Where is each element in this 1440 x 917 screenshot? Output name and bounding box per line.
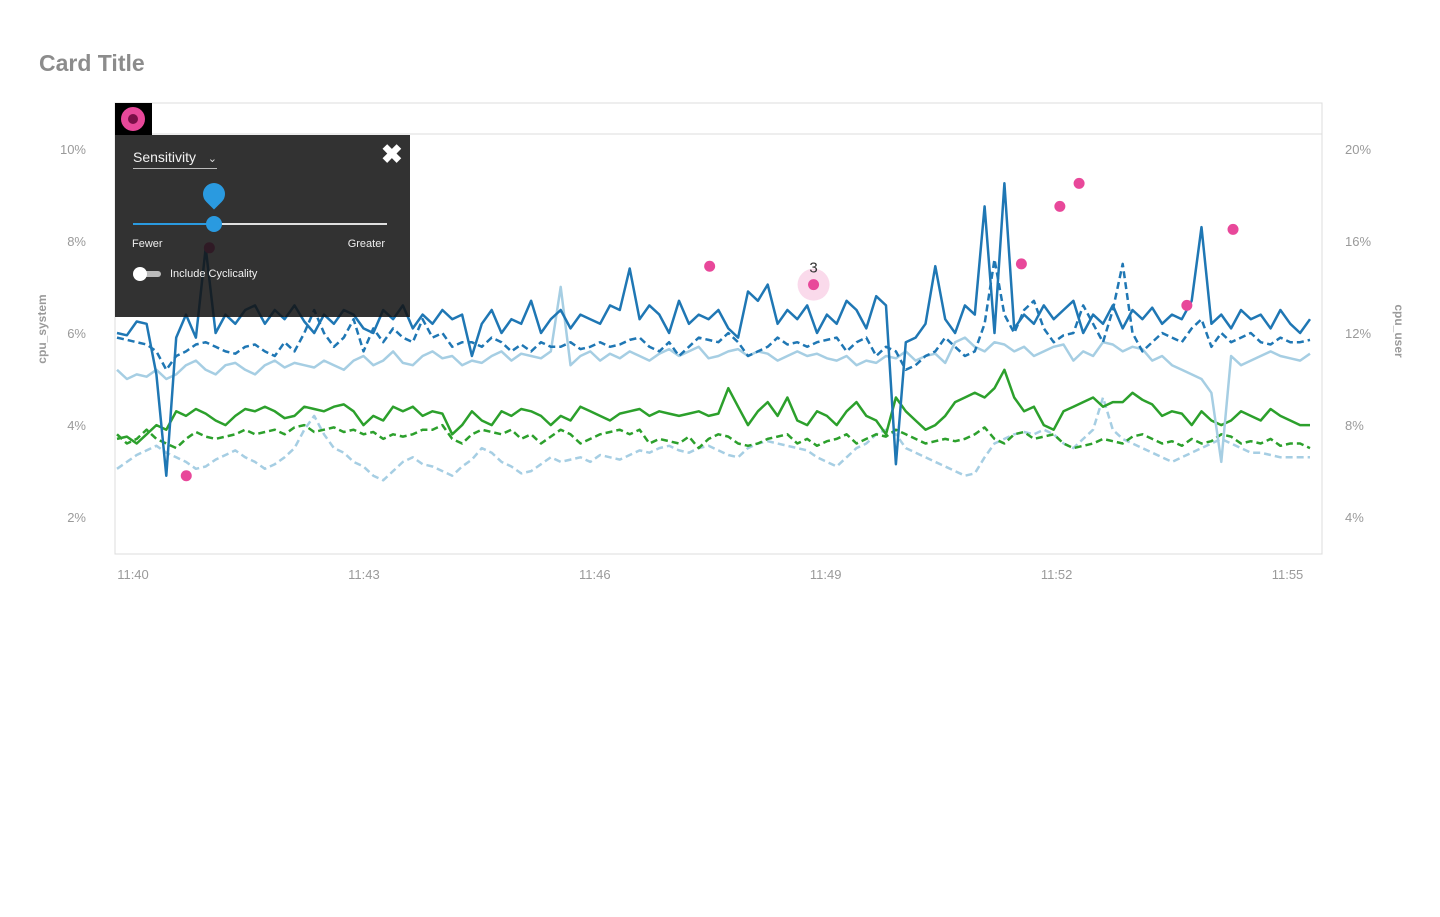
anomaly-cluster-label: 3 <box>809 260 817 277</box>
series-line-3 <box>116 368 1310 445</box>
y-left-tick-label: 2% <box>67 510 86 525</box>
slider-value-pin <box>198 178 230 210</box>
x-tick-label: 11:52 <box>1041 567 1073 582</box>
y-right-tick-label: 4% <box>1345 510 1364 525</box>
chevron-down-icon: ⌄ <box>207 153 217 165</box>
y-right-tick-label: 16% <box>1345 234 1371 249</box>
y-left-axis-title: cpu_system <box>35 294 49 363</box>
y-right-tick-label: 20% <box>1345 142 1371 157</box>
sensitivity-panel: Sensitivity ⌄ ✖ Fewer Greater Include Cy… <box>115 135 410 317</box>
anomaly-marker[interactable] <box>1073 177 1085 189</box>
anomaly-marker[interactable] <box>1181 299 1193 311</box>
close-icon[interactable]: ✖ <box>381 139 403 169</box>
x-tick-label: 11:43 <box>348 567 380 582</box>
y-left-tick-label: 4% <box>67 418 86 433</box>
y-left-tick-label: 6% <box>67 326 86 341</box>
y-right-tick-label: 8% <box>1345 418 1364 433</box>
slider-thumb[interactable] <box>206 216 223 232</box>
anomaly-marker[interactable] <box>1015 258 1027 270</box>
anomaly-marker[interactable] <box>180 470 192 482</box>
x-tick-label: 11:46 <box>579 567 611 582</box>
sensitivity-dropdown[interactable]: Sensitivity ⌄ <box>133 149 217 169</box>
cyclicality-toggle[interactable] <box>133 267 161 281</box>
y-left-tick-label: 8% <box>67 234 86 249</box>
series-line-0 <box>116 182 1312 477</box>
slider-min-label: Fewer <box>132 238 163 250</box>
slider-fill <box>133 223 215 225</box>
anomaly-marker[interactable] <box>808 279 820 291</box>
sensitivity-slider[interactable] <box>133 178 387 232</box>
y-right-axis-title: cpu_user <box>1392 304 1406 358</box>
series-line-4 <box>116 423 1311 450</box>
anomaly-toggle-icon[interactable] <box>115 103 152 135</box>
sensitivity-label: Sensitivity <box>133 149 197 165</box>
x-tick-label: 11:40 <box>117 567 149 582</box>
y-left-tick-label: 10% <box>60 142 86 157</box>
card-title: Card Title <box>39 50 145 76</box>
anomaly-marker[interactable] <box>704 260 716 272</box>
toggle-track <box>137 271 161 277</box>
cyclicality-label: Include Cyclicality <box>170 268 258 280</box>
slider-max-label: Greater <box>347 238 385 250</box>
series-line-5 <box>116 396 1310 482</box>
anomaly-marker[interactable] <box>1054 200 1066 212</box>
plot-frame <box>114 102 1323 555</box>
anomaly-dot-icon <box>128 114 138 124</box>
y-axes: 2% 4% 6% 8% 10% 4% 8% 12% 16% 20% <box>60 142 1371 525</box>
toggle-knob <box>133 267 147 281</box>
x-axis: 11:40 11:43 11:46 11:49 11:52 11:55 <box>117 567 1303 582</box>
series-line-2 <box>116 285 1311 464</box>
x-tick-label: 11:55 <box>1272 567 1304 582</box>
anomaly-marker[interactable] <box>1227 223 1239 235</box>
anomaly-ring-icon <box>121 107 145 131</box>
y-right-tick-label: 12% <box>1345 326 1371 341</box>
x-tick-label: 11:49 <box>810 567 842 582</box>
